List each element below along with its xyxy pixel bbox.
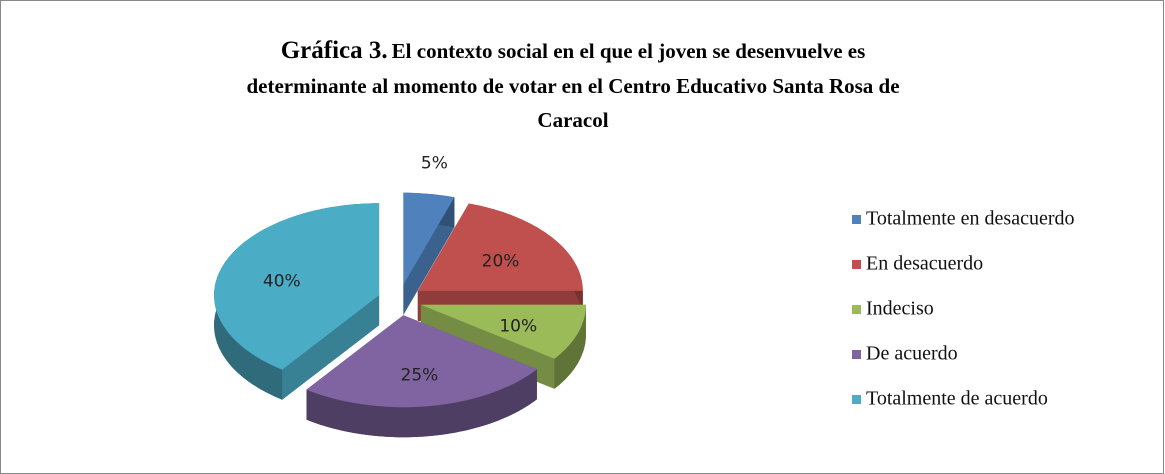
slice-top [403,192,455,285]
slice-top [417,203,583,291]
title-line: determinante al momento de votar en el C… [246,74,899,98]
data-label: 40% [263,272,301,292]
legend-label: Totalmente de acuerdo [866,388,1048,410]
legend-swatch [852,350,861,359]
legend-label: Indeciso [866,298,934,320]
legend-label: De acuerdo [866,343,958,365]
slice-wall [282,295,380,400]
legend-swatch [852,215,861,224]
legend-swatch [852,305,861,314]
slice-top [420,304,586,359]
pie-slice [306,315,537,438]
slice-top [306,315,537,408]
legend-swatch [852,395,861,404]
title-line: Caracol [537,108,608,132]
data-label: 5% [421,154,448,174]
data-label: 20% [482,251,520,271]
slice-rim [554,304,586,389]
pie-slice [214,203,380,400]
pie-slice [403,192,455,315]
data-label: 10% [499,316,537,336]
slice-rim [306,369,537,438]
chart-title: Gráfica 3. El contexto social en el que … [281,37,866,64]
title-line: El contexto social en el que el joven se… [392,39,866,63]
data-label: 25% [401,366,439,386]
slice-top [214,203,380,370]
title-prefix: Gráfica 3. [281,37,388,64]
legend-label: Totalmente en desacuerdo [866,208,1075,230]
legend-swatch [852,260,861,269]
slice-wall [403,197,455,315]
legend-label: En desacuerdo [866,253,983,275]
